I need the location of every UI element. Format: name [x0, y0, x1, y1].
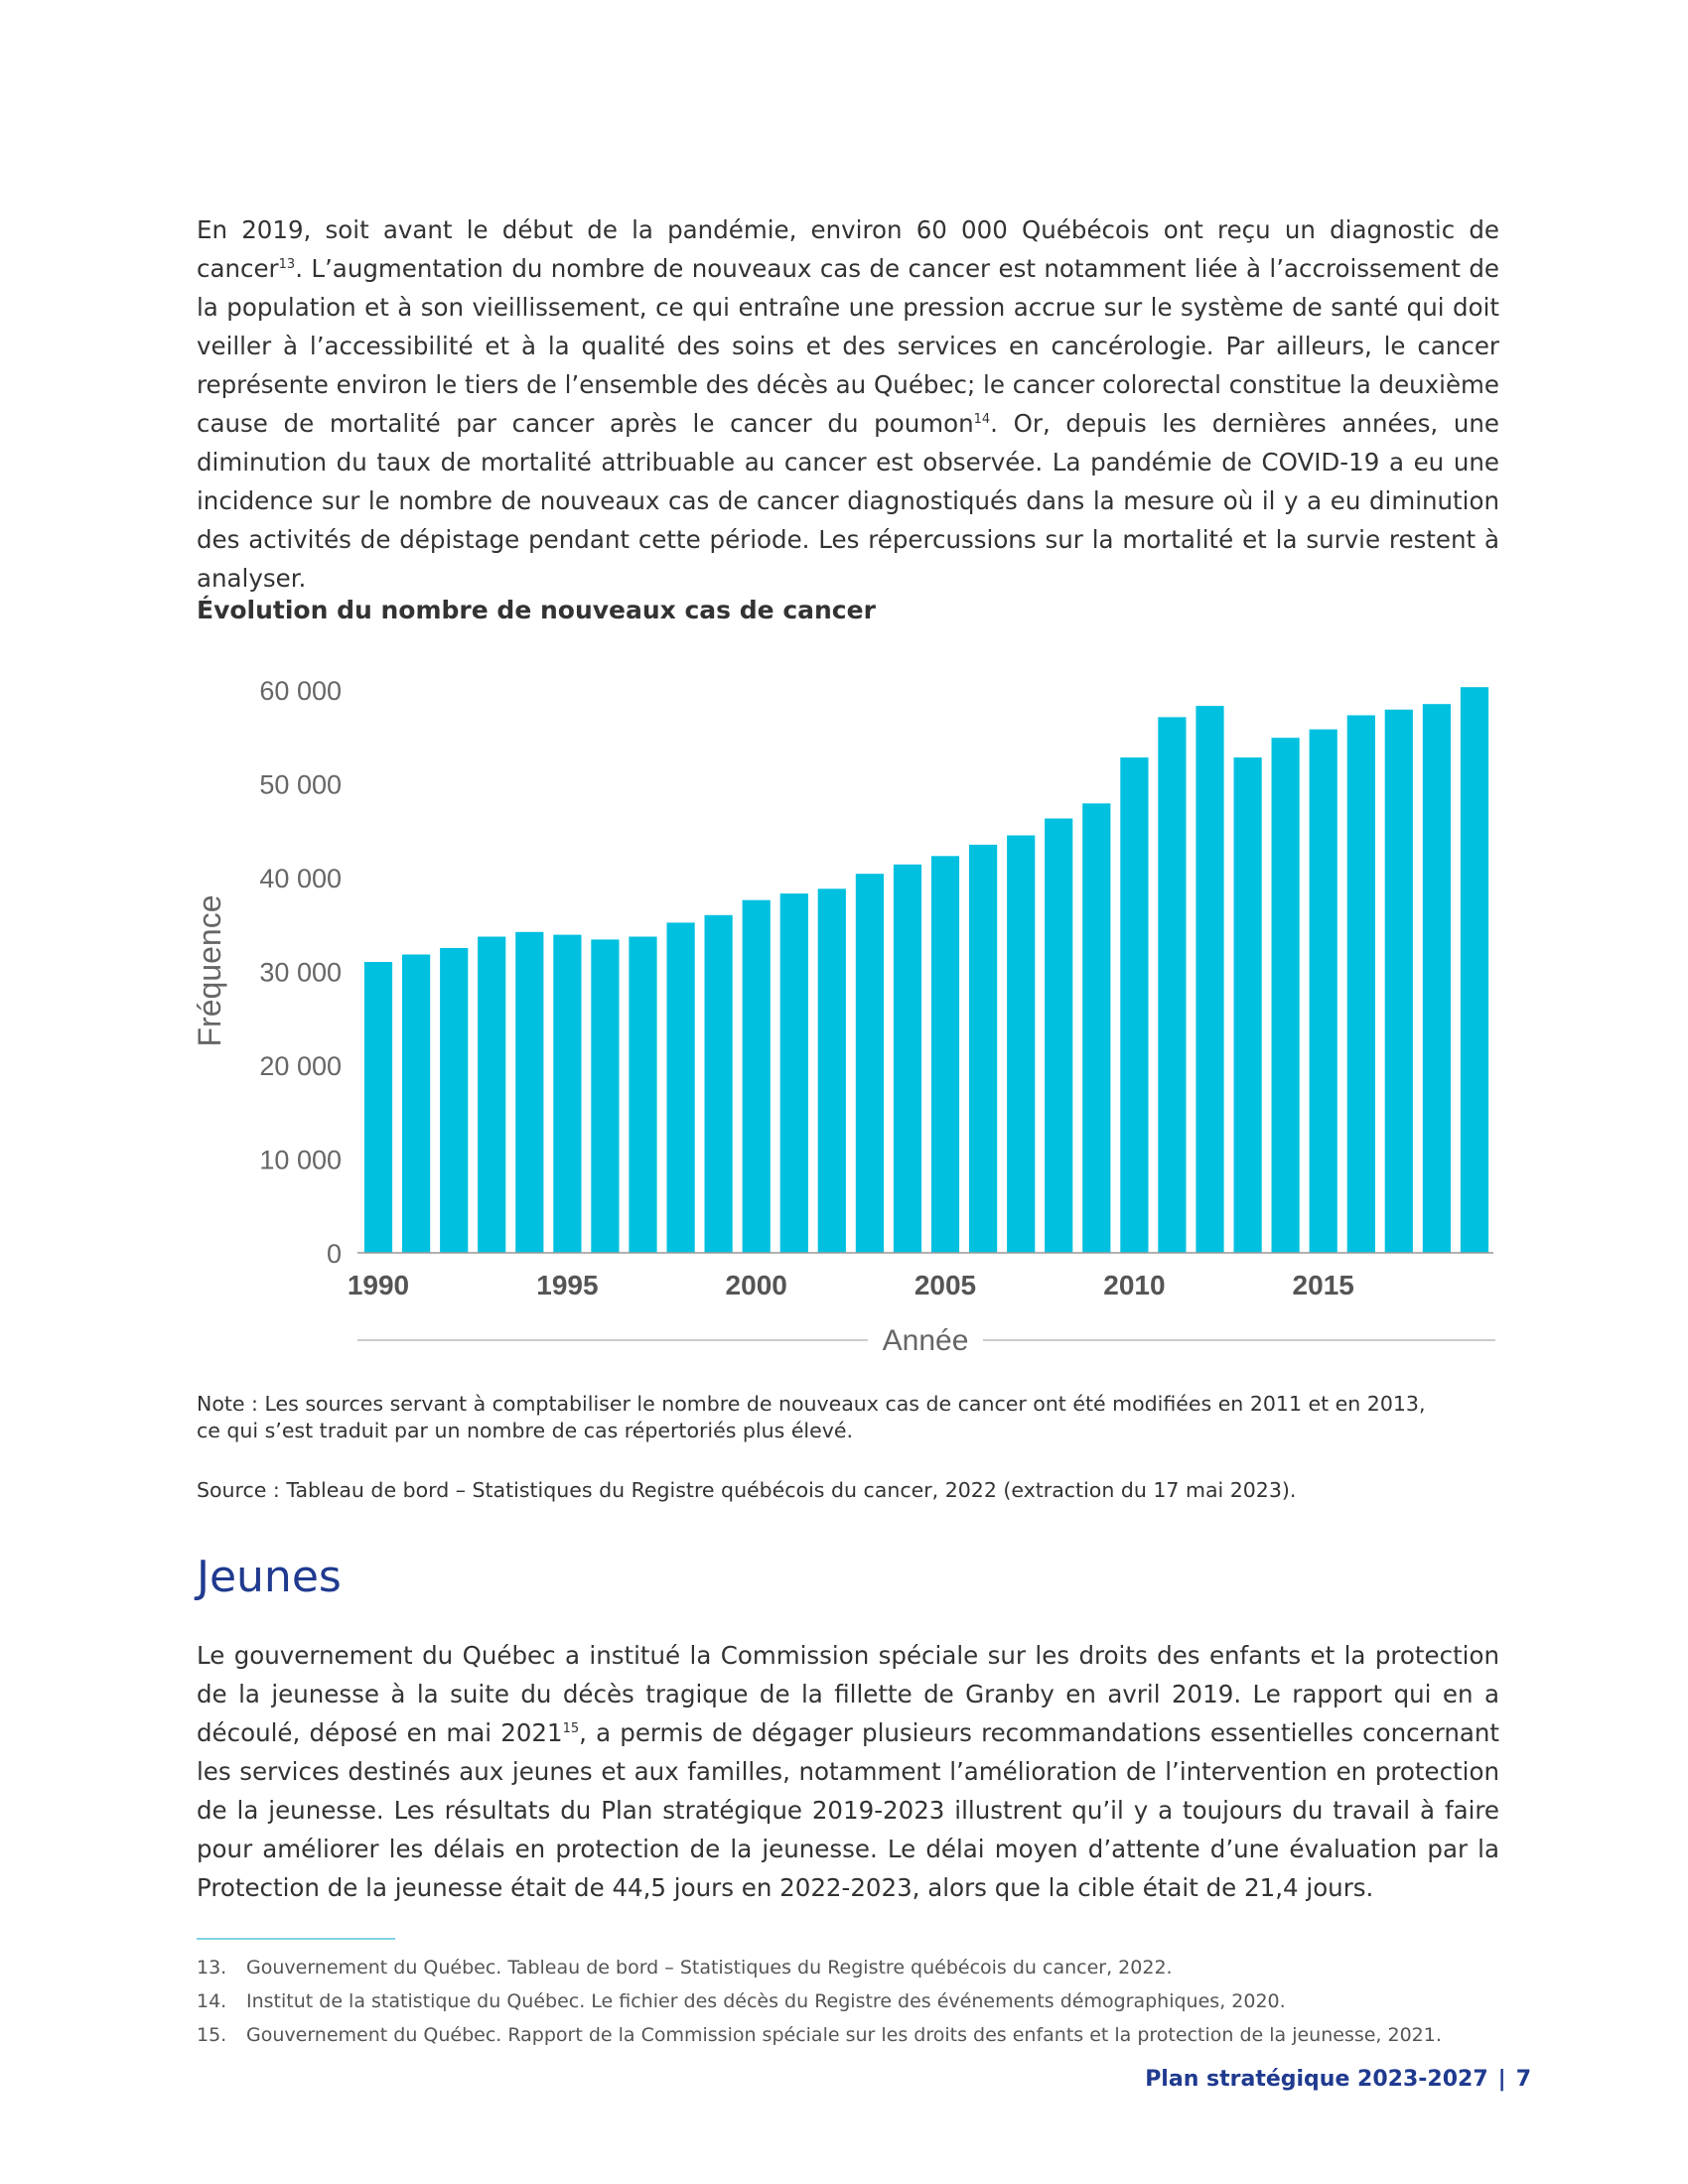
- footnote-divider: [197, 1938, 395, 1940]
- bar-2005: [930, 856, 960, 1253]
- footnote-text: Gouvernement du Québec. Tableau de bord …: [246, 1957, 1173, 1979]
- page-number: 7: [1515, 2067, 1531, 2092]
- bar-1990: [363, 962, 393, 1253]
- bar-1999: [704, 914, 733, 1253]
- x-tick-label: 1990: [348, 1270, 409, 1300]
- bar-2001: [779, 893, 808, 1253]
- youth-text-1: Le gouvernement du Québec a institué la …: [197, 1641, 1499, 1747]
- footnote-text: Institut de la statistique du Québec. Le…: [246, 1990, 1286, 2012]
- y-tick-label: 40 000: [259, 864, 342, 893]
- bar-2006: [969, 844, 998, 1253]
- bar-2011: [1158, 717, 1187, 1253]
- footnote-number: 14.: [197, 1990, 227, 2012]
- footnote-number: 15.: [197, 2024, 227, 2046]
- youth-paragraph: Le gouvernement du Québec a institué la …: [197, 1636, 1499, 1907]
- y-tick-label: 10 000: [259, 1146, 342, 1175]
- bar-1996: [591, 939, 620, 1253]
- note-line-1: Note : Les sources servant à comptabilis…: [197, 1392, 1426, 1416]
- note-line-2: ce qui s’est traduit par un nombre de ca…: [197, 1419, 853, 1442]
- x-tick-label: 2010: [1103, 1270, 1165, 1300]
- bar-1993: [478, 936, 506, 1253]
- y-tick-label: 50 000: [259, 770, 342, 800]
- bar-1995: [553, 934, 582, 1253]
- footnote-text: Gouvernement du Québec. Rapport de la Co…: [246, 2024, 1442, 2046]
- chart-source: Source : Tableau de bord – Statistiques …: [197, 1478, 1297, 1502]
- footnote-ref-13[interactable]: 13: [278, 256, 296, 272]
- chart-title: Évolution du nombre de nouveaux cas de c…: [197, 596, 876, 624]
- y-axis-label: Fréquence: [192, 895, 227, 1047]
- bar-2009: [1082, 803, 1111, 1253]
- bar-2002: [817, 888, 846, 1253]
- intro-text-2: . L’augmentation du nombre de nouveaux c…: [197, 254, 1499, 438]
- x-axis-label: Année: [883, 1324, 969, 1357]
- bar-2014: [1271, 738, 1300, 1253]
- x-tick-label: 2000: [726, 1270, 787, 1300]
- y-axis-ticks: 0 10 000 20 000 30 000 40 000 50 000 60 000: [259, 676, 342, 1269]
- footnote-number: 13.: [197, 1957, 227, 1979]
- bar-2004: [893, 864, 922, 1253]
- x-axis-ticks: 1990 1995 2000 2005 2010 2015: [348, 1270, 1354, 1300]
- chart-note: Note : Les sources servant à comptabilis…: [197, 1391, 1507, 1444]
- footnote-ref-14[interactable]: 14: [973, 411, 991, 427]
- y-tick-label: 30 000: [259, 958, 342, 988]
- bar-2017: [1384, 709, 1413, 1253]
- y-tick-label: 20 000: [259, 1051, 342, 1081]
- page-footer: Plan stratégique 2023-2027 | 7: [1145, 2067, 1531, 2092]
- bar-1994: [515, 931, 544, 1253]
- bar-1992: [440, 947, 469, 1253]
- bar-2003: [855, 874, 884, 1253]
- section-title: Jeunes: [197, 1552, 342, 1602]
- bar-2016: [1346, 715, 1375, 1253]
- x-tick-label: 2005: [914, 1270, 976, 1300]
- bar-2010: [1120, 757, 1149, 1253]
- x-tick-label: 2015: [1293, 1270, 1354, 1300]
- footnote-15: 15. Gouvernement du Québec. Rapport de la…: [197, 2023, 1442, 2047]
- footer-title: Plan stratégique 2023-2027: [1145, 2067, 1488, 2092]
- intro-text-3: . Or, depuis les dernières années, une d…: [197, 409, 1499, 593]
- footer-separator: |: [1497, 2067, 1506, 2092]
- bar-1998: [666, 922, 695, 1253]
- footnote-13: 13. Gouvernement du Québec. Tableau de bo…: [197, 1956, 1173, 1979]
- bar-1991: [402, 954, 431, 1253]
- footnote-ref-15[interactable]: 15: [562, 1720, 580, 1736]
- y-tick-label: 0: [327, 1239, 342, 1269]
- intro-paragraph: En 2019, soit avant le début de la pandé…: [197, 210, 1499, 598]
- footnote-14: 14. Institut de la statistique du Québec.…: [197, 1989, 1286, 2013]
- bar-2018: [1422, 704, 1451, 1253]
- bar-2000: [742, 899, 771, 1253]
- bar-2013: [1233, 757, 1262, 1253]
- bar-2007: [1007, 835, 1036, 1253]
- bar-2012: [1196, 706, 1224, 1253]
- chart-bars: [363, 687, 1489, 1253]
- intro-text-1: En 2019, soit avant le début de la pandé…: [197, 215, 1499, 283]
- bar-2019: [1460, 687, 1489, 1253]
- bar-chart: 0 10 000 20 000 30 000 40 000 50 000 60 000 19…: [192, 676, 1495, 1357]
- bar-1997: [629, 936, 657, 1253]
- y-tick-label: 60 000: [259, 676, 342, 706]
- bar-2008: [1045, 818, 1073, 1253]
- x-tick-label: 1995: [536, 1270, 598, 1300]
- bar-2015: [1309, 729, 1337, 1253]
- youth-text-2: , a permis de dégager plusieurs recomman…: [197, 1718, 1500, 1902]
